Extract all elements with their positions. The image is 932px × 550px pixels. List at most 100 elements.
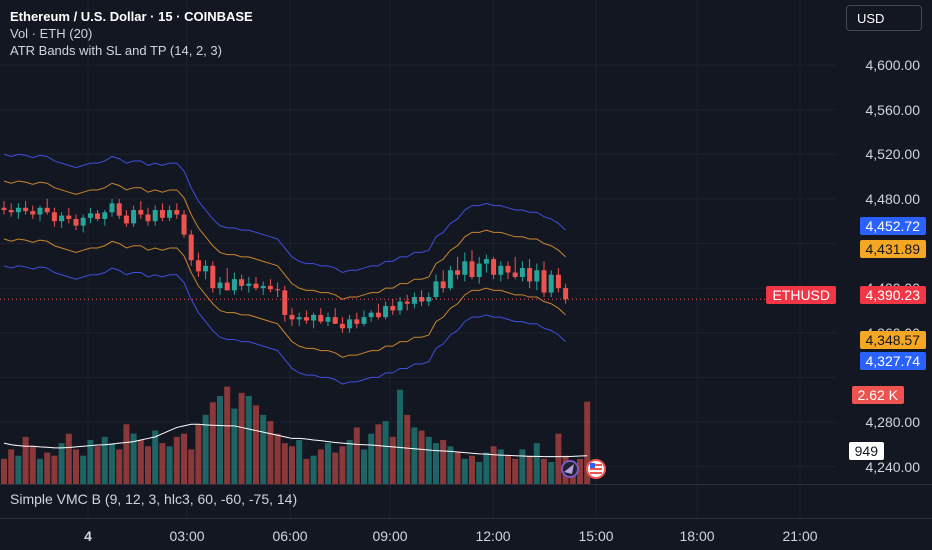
volume-bar bbox=[317, 449, 324, 484]
candle-body bbox=[318, 314, 324, 322]
oscillator-legend[interactable]: Simple VMC B (9, 12, 3, hlc3, 60, -60, -… bbox=[10, 491, 298, 507]
candle-body bbox=[224, 282, 230, 291]
volume-bar bbox=[519, 449, 526, 484]
candle-body bbox=[109, 203, 115, 213]
volume-bar bbox=[173, 436, 180, 484]
volume-bar bbox=[73, 449, 79, 484]
time-axis-tick: 12:00 bbox=[475, 528, 511, 544]
chart-legend: Ethereum / U.S. Dollar · 15 · COINBASE V… bbox=[10, 8, 253, 59]
candle-body bbox=[23, 207, 29, 212]
volume-bar bbox=[181, 433, 187, 484]
candle-body bbox=[95, 213, 101, 219]
volume-bar bbox=[497, 449, 504, 484]
candle-body bbox=[152, 210, 158, 222]
candle-body bbox=[534, 270, 540, 282]
price-axis-tick: 4,600.00 bbox=[865, 57, 921, 73]
volume-bar bbox=[339, 446, 346, 484]
candle-body bbox=[73, 218, 79, 226]
price-axis-tick: 4,520.00 bbox=[865, 146, 921, 163]
volume-bar bbox=[159, 443, 166, 484]
candle-body bbox=[404, 301, 410, 304]
candle-body bbox=[37, 207, 43, 215]
candle-body bbox=[440, 281, 446, 289]
volume-bar bbox=[346, 440, 353, 484]
candle-body bbox=[181, 214, 187, 235]
price-axis-tick: 4,240.00 bbox=[865, 458, 921, 475]
candle-body bbox=[541, 270, 547, 293]
candle-body bbox=[174, 210, 180, 215]
candle-body bbox=[332, 317, 338, 324]
volume-bar bbox=[454, 452, 461, 484]
volume-bar bbox=[389, 436, 396, 484]
volume-bar bbox=[296, 440, 303, 484]
atr-lower-sl-line bbox=[3, 238, 566, 358]
volume-bar bbox=[404, 414, 411, 484]
candle-body bbox=[519, 268, 525, 277]
volume-bar bbox=[411, 427, 418, 484]
time-axis-tick: 18:00 bbox=[679, 528, 715, 544]
time-axis-tick: 21:00 bbox=[782, 528, 818, 544]
candle-body bbox=[282, 290, 288, 315]
volume-bar bbox=[245, 396, 252, 484]
candle-body bbox=[361, 317, 367, 324]
volume-bar bbox=[109, 443, 115, 484]
volume-bar bbox=[166, 446, 173, 484]
volume-bar bbox=[58, 443, 65, 484]
candle-body bbox=[433, 281, 439, 298]
volume-bar bbox=[476, 462, 483, 484]
candle-body bbox=[195, 260, 201, 272]
candle-body bbox=[87, 213, 93, 218]
candle-body bbox=[375, 312, 381, 318]
candle-body bbox=[8, 210, 14, 213]
volume-legend[interactable]: Vol · ETH (20) bbox=[10, 26, 93, 41]
candle-body bbox=[311, 314, 317, 321]
price-axis-tick: 4,280.00 bbox=[865, 414, 921, 430]
volume-bar bbox=[440, 440, 447, 484]
candle-body bbox=[188, 234, 194, 261]
pane-separator[interactable] bbox=[0, 484, 932, 485]
candle-body bbox=[368, 312, 374, 318]
candle-body bbox=[116, 203, 122, 216]
currency-button[interactable]: USD bbox=[846, 5, 922, 31]
volume-bar bbox=[137, 440, 144, 484]
candle-body bbox=[354, 319, 360, 324]
time-axis-tick: 09:00 bbox=[372, 528, 408, 544]
candle-body bbox=[231, 279, 237, 291]
volume-bar bbox=[15, 455, 22, 484]
volume-bar bbox=[469, 455, 475, 484]
candle-body bbox=[44, 207, 50, 213]
candle-body bbox=[289, 314, 295, 320]
price-axis-tick: 4,560.00 bbox=[865, 101, 921, 118]
volume-bar bbox=[231, 408, 238, 484]
candle-body bbox=[239, 279, 245, 286]
candle-body bbox=[483, 259, 489, 264]
candle-body bbox=[102, 212, 108, 219]
volume-bar bbox=[8, 449, 15, 484]
candle-body bbox=[303, 317, 309, 321]
volume-bar bbox=[577, 458, 583, 484]
volume-bar bbox=[433, 443, 439, 484]
candle-body bbox=[145, 214, 151, 222]
candle-body bbox=[505, 265, 511, 273]
volume-bar bbox=[274, 433, 281, 484]
candle-body bbox=[275, 289, 281, 291]
volume-bars bbox=[1, 386, 591, 484]
candle-body bbox=[138, 210, 144, 215]
volume-bar bbox=[101, 436, 108, 484]
candle-body bbox=[447, 270, 453, 289]
volume-bar bbox=[188, 449, 195, 484]
indicator-legend[interactable]: ATR Bands with SL and TP (14, 2, 3) bbox=[10, 43, 222, 58]
candle-body bbox=[66, 215, 72, 219]
volume-bar bbox=[512, 458, 519, 484]
candle-body bbox=[80, 217, 86, 226]
atr-lower-band-line bbox=[3, 265, 566, 385]
symbol-price-tag: ETHUSD bbox=[766, 286, 836, 304]
candle-body bbox=[267, 285, 273, 290]
candle-body bbox=[419, 297, 425, 302]
symbol-title[interactable]: Ethereum / U.S. Dollar · 15 · COINBASE bbox=[10, 9, 253, 24]
volume-bar bbox=[29, 446, 36, 484]
volume-bar bbox=[461, 458, 468, 484]
candles bbox=[1, 198, 569, 333]
candle-body bbox=[15, 207, 21, 213]
